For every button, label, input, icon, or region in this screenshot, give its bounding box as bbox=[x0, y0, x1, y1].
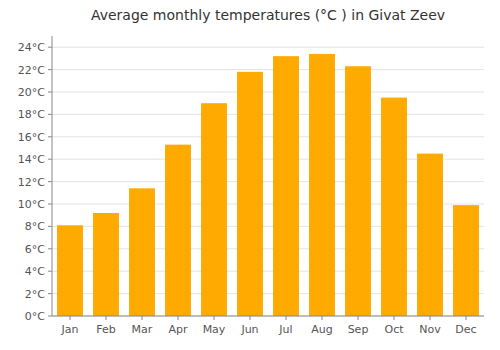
bar bbox=[309, 54, 335, 316]
x-tick-label: Jan bbox=[61, 323, 79, 336]
y-tick-label: 0°C bbox=[25, 310, 45, 323]
grid-line bbox=[52, 316, 484, 317]
x-tick-label: Oct bbox=[384, 323, 404, 336]
y-tick-label: 6°C bbox=[25, 243, 45, 256]
y-tick bbox=[48, 226, 52, 227]
y-tick bbox=[48, 114, 52, 115]
bar bbox=[57, 225, 83, 316]
x-tick bbox=[214, 316, 215, 320]
x-tick bbox=[394, 316, 395, 320]
x-tick-label: Sep bbox=[348, 323, 369, 336]
y-tick bbox=[48, 47, 52, 48]
bar bbox=[165, 145, 191, 316]
y-tick bbox=[48, 181, 52, 182]
x-tick bbox=[178, 316, 179, 320]
x-axis-line bbox=[52, 316, 484, 317]
y-tick bbox=[48, 248, 52, 249]
grid-line bbox=[52, 136, 484, 137]
x-tick-label: Aug bbox=[311, 323, 332, 336]
x-tick-label: Jul bbox=[278, 323, 292, 336]
y-tick bbox=[48, 136, 52, 137]
y-tick-label: 24°C bbox=[18, 41, 45, 54]
x-tick bbox=[358, 316, 359, 320]
y-tick-label: 18°C bbox=[18, 108, 45, 121]
y-tick-label: 16°C bbox=[18, 131, 45, 144]
bar bbox=[453, 205, 479, 316]
chart-title: Average monthly temperatures (°C ) in Gi… bbox=[91, 7, 445, 23]
bar bbox=[201, 103, 227, 316]
y-tick bbox=[48, 204, 52, 205]
grid-line bbox=[52, 92, 484, 93]
x-tick bbox=[466, 316, 467, 320]
x-tick-label: May bbox=[203, 323, 226, 336]
x-tick-label: Jun bbox=[240, 323, 258, 336]
grid bbox=[52, 47, 484, 316]
y-tick-label: 4°C bbox=[25, 265, 45, 278]
grid-line bbox=[52, 114, 484, 115]
x-tick bbox=[250, 316, 251, 320]
chart-svg: Average monthly temperatures (°C ) in Gi… bbox=[0, 0, 500, 350]
y-tick-label: 2°C bbox=[25, 288, 45, 301]
y-tick-label: 12°C bbox=[18, 176, 45, 189]
x-tick bbox=[106, 316, 107, 320]
x-tick bbox=[70, 316, 71, 320]
y-tick bbox=[48, 293, 52, 294]
y-axis-line bbox=[52, 36, 53, 316]
y-tick bbox=[48, 316, 52, 317]
grid-line bbox=[52, 69, 484, 70]
bars bbox=[57, 54, 479, 316]
x-axis: Jan Feb Mar Apr May Jun Jul Aug Sep Oct Nov Dec bbox=[52, 316, 484, 336]
x-tick-label: Nov bbox=[419, 323, 441, 336]
x-tick bbox=[430, 316, 431, 320]
bar bbox=[237, 72, 263, 316]
bar bbox=[417, 154, 443, 316]
y-tick-label: 14°C bbox=[18, 153, 45, 166]
bar bbox=[381, 98, 407, 316]
chart-container: Average monthly temperatures (°C ) in Gi… bbox=[0, 0, 500, 350]
bar bbox=[273, 56, 299, 316]
y-axis: 0°C 2°C 4°C 6°C 8°C 10°C 12°C 14°C 16°C 18°C 20°C 2… bbox=[18, 36, 52, 323]
y-tick-label: 8°C bbox=[25, 220, 45, 233]
y-tick bbox=[48, 69, 52, 70]
x-tick-label: Feb bbox=[96, 323, 115, 336]
x-tick bbox=[286, 316, 287, 320]
x-tick bbox=[322, 316, 323, 320]
y-tick bbox=[48, 92, 52, 93]
y-tick bbox=[48, 271, 52, 272]
y-tick-label: 10°C bbox=[18, 198, 45, 211]
bar bbox=[345, 66, 371, 316]
grid-line bbox=[52, 47, 484, 48]
x-tick-label: Apr bbox=[168, 323, 188, 336]
y-tick-label: 20°C bbox=[18, 86, 45, 99]
x-tick bbox=[142, 316, 143, 320]
y-tick-label: 22°C bbox=[18, 64, 45, 77]
bar bbox=[129, 188, 155, 316]
y-tick bbox=[48, 159, 52, 160]
x-tick-label: Mar bbox=[132, 323, 153, 336]
x-tick-label: Dec bbox=[455, 323, 476, 336]
bar bbox=[93, 213, 119, 316]
